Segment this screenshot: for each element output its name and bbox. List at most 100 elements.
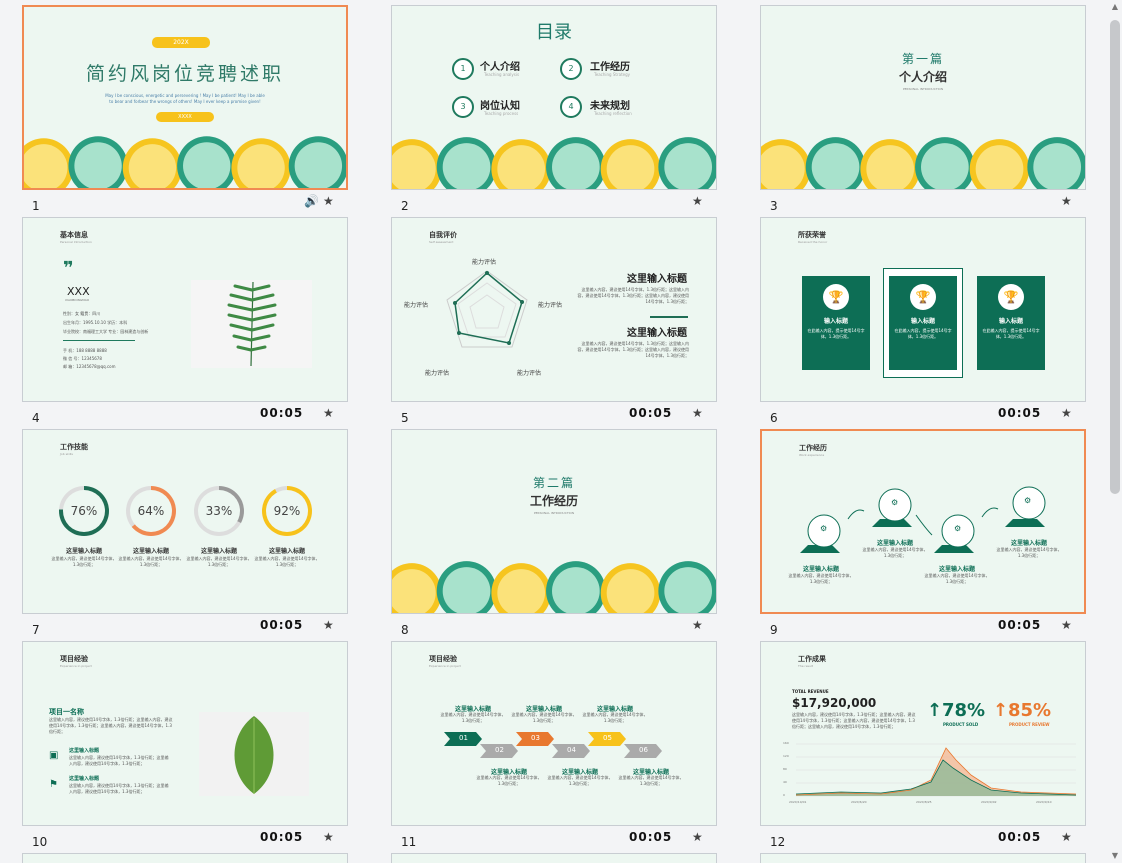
slide-thumb-15-partial[interactable] (760, 853, 1086, 863)
section-en: PERSONAL INTRODUCTION (902, 87, 944, 91)
slide-title: 工作经历 (799, 444, 827, 452)
arrow-label: 02 (495, 746, 504, 754)
steps-diagram (800, 486, 1046, 553)
step-icon-3: ⚙ (954, 524, 962, 533)
slide-title: 工作技能 (60, 443, 88, 451)
slide-title: 工作成果 (798, 655, 826, 663)
step-desc: 这里输入内容，建议使用14号字体，1.3倍行距； (996, 547, 1062, 558)
vertical-scrollbar[interactable]: ▲ ▼ (1108, 0, 1122, 863)
slide-subtitle: Personal Introduction (60, 240, 92, 244)
arrow-label: 04 (567, 746, 576, 754)
animation-star-icon[interactable]: ★ (1061, 618, 1072, 632)
animation-star-icon[interactable]: ★ (323, 194, 334, 208)
step-title: 这里输入标题 (1010, 540, 1047, 547)
radar-label-bottom-right: 能力评估 (517, 370, 542, 377)
desc-1: 这里输入内容，建议使用14号字体，1.3倍行距；这里输入内容，建议使用14号字体… (577, 287, 689, 304)
slide-subtitle: Self assessment (429, 240, 454, 244)
slide-thumb-8[interactable]: 第二篇 工作经历 PERSONAL INTRODUCTION 8 ★ (391, 429, 717, 637)
heading-2: 这里输入标题 (627, 328, 687, 339)
radar-label-right: 能力评估 (538, 302, 563, 309)
skill-desc: 这里输入内容，建议使用14号字体，1.3倍行距； (51, 556, 117, 567)
slide-title: 项目经验 (429, 655, 457, 663)
animation-star-icon[interactable]: ★ (1061, 194, 1072, 208)
slide-5-canvas[interactable]: 自我评价 Self assessment 能力评估 能力评估 能力评估 能力评估… (391, 217, 717, 402)
runner-icon: ⚑ (49, 779, 58, 790)
slide-10-canvas[interactable]: 项目经验 Experience in project 项目一名称 这里输入内容，… (22, 641, 348, 826)
animation-star-icon[interactable]: ★ (692, 618, 703, 632)
card-title: 输入标题 (998, 318, 1023, 325)
info-row-1: 性别：女 籍贯：四川 (63, 311, 101, 316)
slide-number: 6 (770, 411, 778, 425)
card-title: 输入标题 (910, 318, 935, 325)
cover-sub2: to bear and forbear the wrongs of others… (109, 99, 261, 104)
slide-8-canvas[interactable]: 第二篇 工作经历 PERSONAL INTRODUCTION (391, 429, 717, 614)
cover-sub1: May I be conscious, energetic and persev… (105, 93, 265, 98)
toc-item-3[interactable]: 岗位认知 (480, 101, 520, 112)
slide-9-canvas[interactable]: 工作经历 Work experience ⚙ ⚙ ⚙ ⚙ 这里输入标题 这里输入… (760, 429, 1086, 614)
chat-icon: ▣ (49, 750, 59, 761)
slide-2-canvas[interactable]: 目录 1 个人介绍 Teaching analysis 2 工作经历 Teach… (391, 5, 717, 190)
animation-star-icon[interactable]: ★ (323, 406, 334, 420)
radar-label-bottom-left: 能力评估 (425, 370, 450, 377)
animation-star-icon[interactable]: ★ (323, 830, 334, 844)
card-title: 输入标题 (823, 318, 848, 325)
toc-item-1[interactable]: 个人介绍 (480, 62, 520, 73)
animation-star-icon[interactable]: ★ (1061, 406, 1072, 420)
animation-star-icon[interactable]: ★ (1061, 830, 1072, 844)
slide-3-canvas[interactable]: 第一篇 个人介绍 PERSONAL INTRODUCTION (760, 5, 1086, 190)
toc-item-2[interactable]: 工作经历 (590, 62, 630, 73)
slide-duration: 00:05 (998, 406, 1042, 420)
slide-thumb-2[interactable]: 目录 1 个人介绍 Teaching analysis 2 工作经历 Teach… (391, 5, 717, 213)
slide-thumb-10[interactable]: 项目经验 Experience in project 项目一名称 这里输入内容，… (22, 641, 348, 849)
arrow-up-icon: ↑ (993, 700, 1009, 721)
toc-item-1-sub: Teaching analysis (484, 72, 520, 77)
step-icon-4: ⚙ (1024, 496, 1032, 505)
section-kicker: 第二篇 (532, 476, 575, 490)
scrollbar-thumb[interactable] (1110, 20, 1120, 494)
animation-star-icon[interactable]: ★ (323, 618, 334, 632)
skill-percent: 64% (137, 504, 165, 518)
arrow-label: 01 (459, 734, 468, 742)
card-desc: 在此输入内容，提示使用14号字体，1.3倍行距。 (894, 328, 952, 339)
slide-thumb-1[interactable]: 202X 简约风岗位竞聘述职 May I be conscious, energ… (22, 5, 348, 213)
sub-desc-2: 这里输入内容，建议使用14号字体，1.3倍行距；这里输入内容，建议使用14号字体… (69, 783, 169, 794)
toc-number-1: 1 (452, 58, 474, 80)
slide-4-canvas[interactable]: 基本信息 Personal Introduction ❞ XXX XIAOBIO… (22, 217, 348, 402)
slide-thumb-7[interactable]: 工作技能 Job skills 76% 64% 33% 92% 这里输入标题 这… (22, 429, 348, 637)
slide-thumb-14-partial[interactable] (391, 853, 717, 863)
slide-duration: 00:05 (260, 830, 304, 844)
slide-12-canvas[interactable]: 工作成果 The result TOTAL REVENUE $17,920,00… (760, 641, 1086, 826)
scroll-down-icon[interactable]: ▼ (1111, 851, 1119, 860)
skill-ring-4: 92% (262, 486, 312, 536)
slide-duration: 00:05 (998, 618, 1042, 632)
card-desc: 在此输入内容，提示使用14号字体，1.3倍行距。 (807, 328, 865, 339)
slide-thumb-11[interactable]: 项目经验 Experience in project 01 02 03 04 0… (391, 641, 717, 849)
toc-number-3: 3 (452, 96, 474, 118)
slide-title: 所获荣誉 (798, 231, 826, 239)
slide-1-canvas[interactable]: 202X 简约风岗位竞聘述职 May I be conscious, energ… (22, 5, 348, 190)
slide-thumb-13-partial[interactable] (22, 853, 348, 863)
product-sold-label: PRODUCT SOLD (943, 722, 979, 727)
slide-thumb-9[interactable]: 工作经历 Work experience ⚙ ⚙ ⚙ ⚙ 这里输入标题 这里输入… (760, 429, 1086, 637)
leaf-photo (199, 712, 309, 796)
slide-thumb-3[interactable]: 第一篇 个人介绍 PERSONAL INTRODUCTION 3 ★ (760, 5, 1086, 213)
slide-7-canvas[interactable]: 工作技能 Job skills 76% 64% 33% 92% 这里输入标题 这… (22, 429, 348, 614)
slide-thumb-6[interactable]: 所获荣誉 Received the honor 🏆 输入标题 在此输入内容，提示… (760, 217, 1086, 425)
slide-thumb-12[interactable]: 工作成果 The result TOTAL REVENUE $17,920,00… (760, 641, 1086, 849)
animation-star-icon[interactable]: ★ (692, 194, 703, 208)
revenue-desc: 这里输入内容，建议使用14号字体，1.3倍行距；这里输入内容，建议使用14号字体… (792, 712, 916, 729)
citrus-border (24, 136, 346, 188)
animation-star-icon[interactable]: ★ (692, 830, 703, 844)
fern-photo (191, 280, 312, 368)
toc-item-4[interactable]: 未来规划 (590, 101, 630, 112)
audio-icon[interactable]: 🔊 (304, 194, 319, 208)
skill-title: 这里输入标题 (268, 548, 305, 555)
scroll-up-icon[interactable]: ▲ (1111, 2, 1119, 11)
slide-6-canvas[interactable]: 所获荣誉 Received the honor 🏆 输入标题 在此输入内容，提示… (760, 217, 1086, 402)
x-tick: 202X/9/02 (981, 800, 997, 804)
slide-11-canvas[interactable]: 项目经验 Experience in project 01 02 03 04 0… (391, 641, 717, 826)
animation-star-icon[interactable]: ★ (692, 406, 703, 420)
slide-thumb-4[interactable]: 基本信息 Personal Introduction ❞ XXX XIAOBIO… (22, 217, 348, 425)
slide-thumb-5[interactable]: 自我评价 Self assessment 能力评估 能力评估 能力评估 能力评估… (391, 217, 717, 425)
